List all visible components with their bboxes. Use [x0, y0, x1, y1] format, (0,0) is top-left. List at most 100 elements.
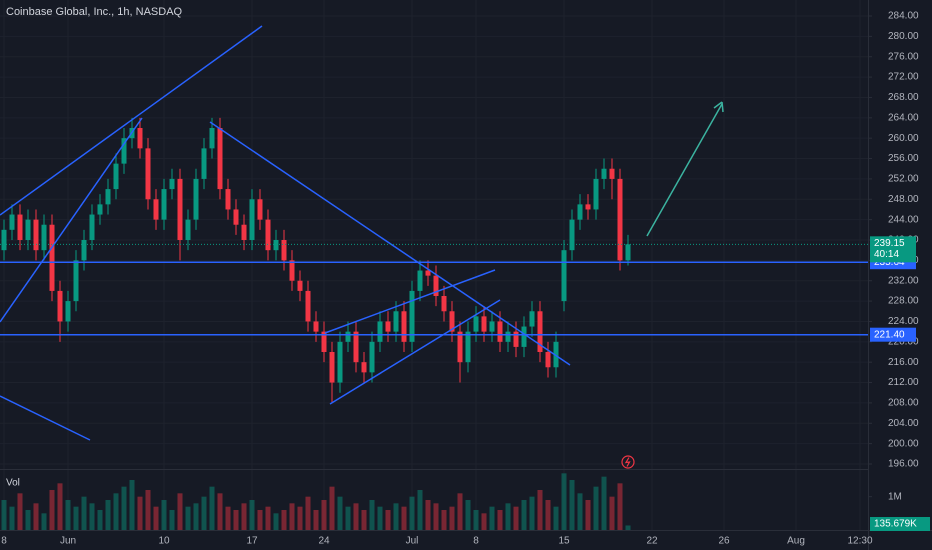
candle-body: [585, 204, 591, 210]
candle-body: [1, 229, 7, 251]
chart-title: Coinbase Global, Inc., 1h, NASDAQ: [6, 6, 183, 18]
x-tick-label: 15: [558, 536, 570, 547]
volume-bar: [569, 480, 575, 530]
volume-bar: [609, 496, 615, 530]
levels: [0, 243, 868, 336]
volume-bar: [353, 503, 359, 530]
candle-body: [369, 341, 375, 373]
candle-body: [265, 219, 271, 251]
volume-bar: [361, 510, 367, 530]
volume-pane: [1, 473, 631, 530]
candle-body: [625, 244, 631, 261]
candle-body: [401, 311, 407, 342]
volume-bar: [401, 506, 407, 530]
drawings: [0, 25, 724, 469]
candle-body: [425, 270, 431, 276]
candle-body: [57, 290, 63, 322]
volume-bar: [393, 503, 399, 530]
x-tick-label: Jun: [60, 536, 76, 547]
volume-bar: [521, 500, 527, 530]
candle-body: [617, 178, 623, 261]
candle-body: [105, 189, 111, 205]
volume-bar: [185, 506, 191, 530]
candle-body: [513, 331, 519, 347]
volume-bar: [201, 496, 207, 530]
y-tick-label: 264.00: [888, 112, 919, 123]
volume-bar: [545, 500, 551, 530]
candle-body: [481, 316, 487, 332]
volume-bar: [433, 503, 439, 530]
candle-body: [505, 331, 511, 342]
candle-body: [281, 240, 287, 261]
volume-bar: [417, 490, 423, 530]
candle-body: [145, 148, 151, 200]
candle-body: [353, 331, 359, 363]
volume-bar: [241, 503, 247, 530]
volume-bar: [505, 503, 511, 530]
candle-body: [113, 163, 119, 190]
volume-bar: [561, 473, 567, 530]
volume-bar: [217, 493, 223, 530]
candle-body: [225, 189, 231, 210]
x-tick-label: Aug: [787, 536, 805, 547]
candle-body: [153, 199, 159, 220]
candle-body: [449, 311, 455, 332]
candle-body: [433, 275, 439, 296]
candle-body: [33, 219, 39, 251]
candle-body: [81, 240, 87, 261]
volume-bar: [41, 513, 47, 530]
volume-bar: [585, 500, 591, 530]
volume-bar: [345, 506, 351, 530]
candle-body: [529, 311, 535, 327]
candle-body: [273, 240, 279, 251]
volume-bar: [1, 500, 7, 530]
volume-bar: [193, 503, 199, 530]
y-tick-label: 280.00: [888, 31, 919, 42]
y-tick-label: 248.00: [888, 194, 919, 205]
candle-body: [473, 316, 479, 332]
volume-bar: [473, 510, 479, 530]
trend-line: [209, 121, 571, 366]
volume-bar: [577, 493, 583, 530]
candle-body: [177, 178, 183, 240]
y-tick-label: 284.00: [888, 11, 919, 22]
candle-body: [289, 260, 295, 281]
last-price-label: 239.15: [874, 238, 905, 249]
candle-body: [553, 341, 559, 368]
volume-bar: [81, 496, 87, 530]
candle-body: [417, 270, 423, 291]
candle-body: [297, 280, 303, 291]
candle-body: [377, 321, 383, 342]
candle-body: [185, 219, 191, 240]
volume-bar: [449, 506, 455, 530]
volume-bar: [65, 500, 71, 530]
volume-bar: [57, 483, 63, 530]
candle-body: [497, 321, 503, 342]
candle-body: [193, 178, 199, 220]
y-tick-label: 216.00: [888, 357, 919, 368]
x-tick-label: 22: [646, 536, 658, 547]
candle-body: [457, 331, 463, 363]
candle-body: [137, 128, 143, 149]
volume-bar: [513, 506, 519, 530]
volume-bar: [289, 503, 295, 530]
last-volume-box: [870, 517, 930, 531]
candle-body: [385, 321, 391, 332]
volume-bar: [257, 510, 263, 530]
volume-bar: [369, 500, 375, 530]
candle-body: [609, 168, 615, 179]
y-tick-label: 276.00: [888, 51, 919, 62]
grid: [0, 0, 868, 530]
candle-body: [17, 214, 23, 240]
y-tick-label: 232.00: [888, 275, 919, 286]
y-tick-label: 220.00: [888, 336, 919, 347]
candle-body: [441, 296, 447, 312]
candle-body: [89, 214, 95, 240]
volume-bar: [49, 490, 55, 530]
volume-bar: [33, 503, 39, 530]
x-tick-label: 26: [718, 536, 730, 547]
event-icon[interactable]: [621, 455, 635, 469]
volume-bar: [225, 506, 231, 530]
